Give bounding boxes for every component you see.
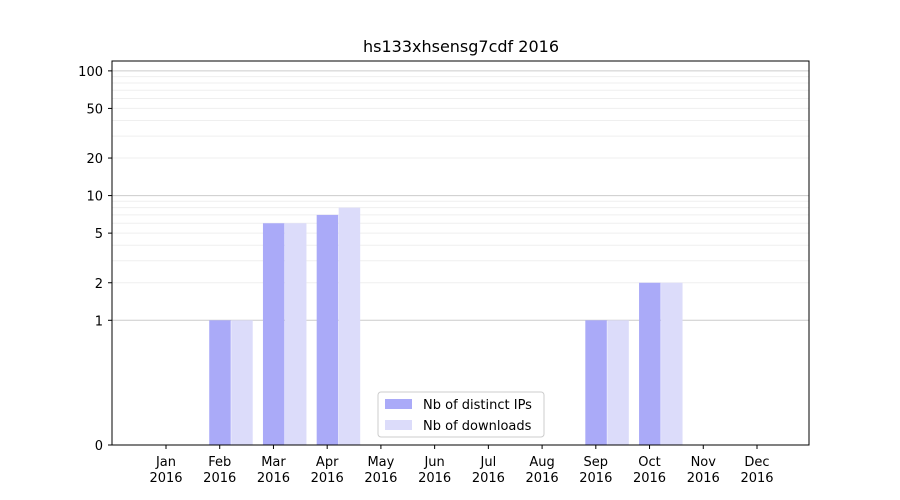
y-tick-label: 100 xyxy=(78,65,103,80)
x-tick-label-month: Jul xyxy=(480,455,497,470)
legend-label: Nb of distinct IPs xyxy=(423,398,532,413)
bar-distinct-ips xyxy=(316,214,339,445)
x-tick-label-year: 2016 xyxy=(633,471,666,486)
x-tick-label-month: Jun xyxy=(423,455,444,470)
x-tick-label-year: 2016 xyxy=(526,471,559,486)
bar-downloads xyxy=(338,207,361,445)
bars xyxy=(209,207,683,445)
bar-distinct-ips xyxy=(262,223,285,445)
legend-swatch xyxy=(385,399,412,409)
y-tick-label: 1 xyxy=(95,314,103,329)
legend-swatch xyxy=(385,420,412,430)
bar-distinct-ips xyxy=(209,320,231,445)
y-tick-label: 10 xyxy=(86,190,103,205)
x-tick-label-month: Dec xyxy=(744,455,769,470)
x-tick-label-month: Nov xyxy=(691,455,717,470)
x-tick-label-year: 2016 xyxy=(472,471,505,486)
legend-label: Nb of downloads xyxy=(423,419,532,434)
x-tick-label-month: Oct xyxy=(638,455,660,470)
bar-distinct-ips xyxy=(639,282,661,445)
bar-downloads xyxy=(231,320,253,445)
legend: Nb of distinct IPs Nb of downloads xyxy=(377,391,545,438)
chart-title: hs133xhsensg7cdf 2016 xyxy=(363,37,559,56)
x-tick-label-year: 2016 xyxy=(203,471,236,486)
bar-downloads xyxy=(661,282,683,445)
x-tick-label-year: 2016 xyxy=(364,471,397,486)
y-tick-label: 2 xyxy=(95,277,103,292)
x-tick-label-year: 2016 xyxy=(257,471,290,486)
x-tick-label-month: Jan xyxy=(155,455,176,470)
y-tick-label: 5 xyxy=(95,227,103,242)
x-tick-label-month: Aug xyxy=(529,455,554,470)
x-tick-label-month: Feb xyxy=(208,455,231,470)
x-tick-label-year: 2016 xyxy=(418,471,451,486)
bar-downloads xyxy=(284,223,307,445)
y-axis: 0 1 2 5 10 20 50 100 xyxy=(78,65,112,454)
bar-downloads xyxy=(607,320,629,445)
plot-frame xyxy=(111,60,810,446)
bar-distinct-ips xyxy=(585,320,607,445)
x-tick-label-month: Mar xyxy=(261,455,286,470)
x-axis: Jan2016Feb2016Mar2016Apr2016May2016Jun20… xyxy=(149,445,774,486)
x-tick-label-year: 2016 xyxy=(579,471,612,486)
x-tick-label-year: 2016 xyxy=(740,471,773,486)
x-tick-label-year: 2016 xyxy=(311,471,344,486)
x-tick-label-month: Sep xyxy=(584,455,609,470)
legend-box xyxy=(377,391,545,438)
grid-lines xyxy=(112,70,809,321)
x-tick-label-year: 2016 xyxy=(149,471,182,486)
x-tick-label-year: 2016 xyxy=(687,471,720,486)
y-tick-label: 50 xyxy=(86,102,103,117)
y-tick-label: 20 xyxy=(86,152,103,167)
x-tick-label-month: Apr xyxy=(316,455,339,470)
x-tick-label-month: May xyxy=(367,455,394,470)
y-tick-label: 0 xyxy=(95,439,103,454)
